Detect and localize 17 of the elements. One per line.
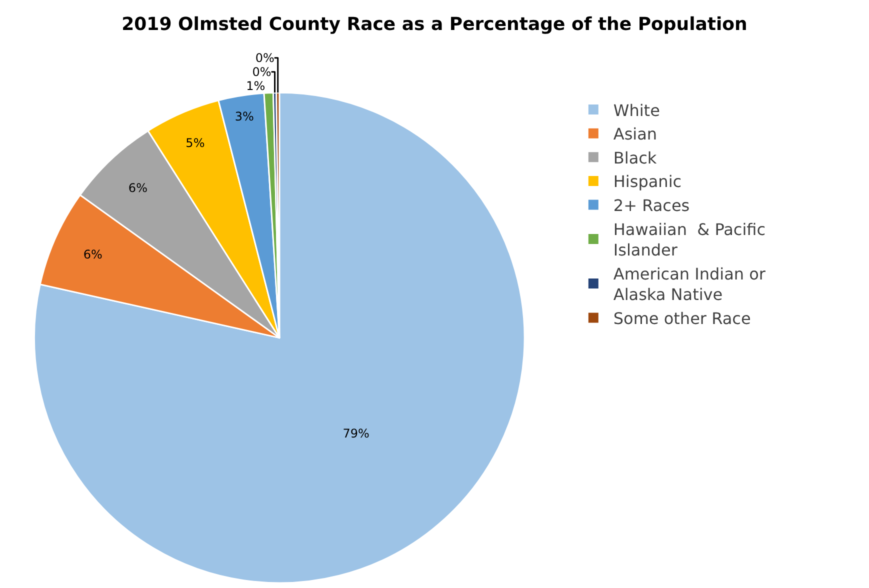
- data-label: 6%: [83, 247, 102, 262]
- data-label: 6%: [128, 181, 148, 196]
- legend-label: Some other Race: [613, 308, 751, 328]
- legend-label: Asian: [613, 124, 658, 144]
- data-label: 79%: [342, 426, 370, 440]
- data-label: 0%: [255, 50, 274, 65]
- data-label: 0%: [252, 64, 272, 79]
- data-label: 1%: [246, 78, 266, 93]
- legend-label: Hawaiian & Pacific Islander: [613, 220, 766, 260]
- legend-label: 2+ Races: [613, 196, 690, 215]
- legend-label: Hispanic: [613, 172, 682, 192]
- legend-label: American Indian or Alaska Native: [613, 264, 766, 304]
- chart-title: 2019 Olmsted County Race as a Percentage of the Population: [122, 14, 748, 36]
- data-label: 3%: [234, 109, 254, 124]
- legend-label: Black: [613, 148, 658, 168]
- data-label: 5%: [186, 136, 205, 150]
- legend-label: White: [613, 100, 660, 120]
